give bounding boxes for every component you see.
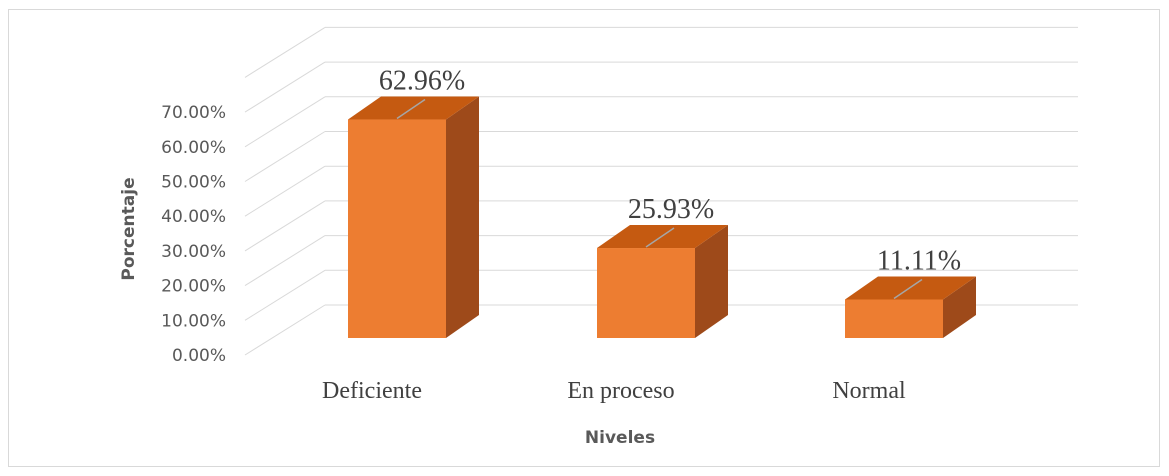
y-tick-label: 0.00% [172, 346, 226, 366]
gridline-depth [244, 61, 326, 113]
data-label: 11.11% [877, 245, 961, 276]
gridline-depth [244, 304, 326, 356]
x-tick-label: En proceso [567, 378, 674, 404]
x-axis-ticks: Deficiente En proceso Normal [322, 378, 906, 404]
data-label-leader [645, 227, 675, 248]
data-labels: 62.96% 25.93% 11.11% [379, 66, 961, 300]
gridline-depth [244, 165, 326, 217]
y-axis-ticks: 0.00% 10.00% 20.00% 30.00% 40.00% 50.00% 60.00… [161, 103, 226, 366]
gridline-depth [244, 200, 326, 252]
bar-front [348, 119, 446, 338]
y-tick-label: 70.00% [161, 103, 226, 123]
x-tick-label: Deficiente [322, 378, 422, 404]
gridline-depth [244, 96, 326, 148]
bars [348, 96, 976, 338]
data-label-leader [893, 278, 923, 300]
gridline-depth [244, 26, 326, 78]
bar-front [845, 299, 943, 338]
y-axis-title: Porcentaje [119, 177, 139, 280]
bar-side [943, 276, 976, 338]
y-tick-label: 30.00% [161, 242, 226, 262]
bar-side [446, 96, 479, 338]
data-label: 62.96% [379, 66, 465, 97]
bar-side [695, 225, 728, 338]
gridline-depth [244, 131, 326, 182]
y-tick-label: 60.00% [161, 138, 226, 158]
y-tick-label: 50.00% [161, 173, 226, 193]
x-axis-title: Niveles [585, 428, 655, 448]
x-tick-label: Normal [832, 378, 906, 404]
bar-front [597, 248, 695, 338]
chart-frame [8, 9, 1160, 467]
gridline-depth [244, 269, 326, 321]
y-tick-label: 20.00% [161, 277, 226, 297]
y-tick-label: 40.00% [161, 207, 226, 227]
gridline-depth [244, 235, 326, 287]
data-label: 25.93% [628, 194, 714, 225]
y-tick-label: 10.00% [161, 311, 226, 331]
data-label-leader [396, 98, 426, 120]
